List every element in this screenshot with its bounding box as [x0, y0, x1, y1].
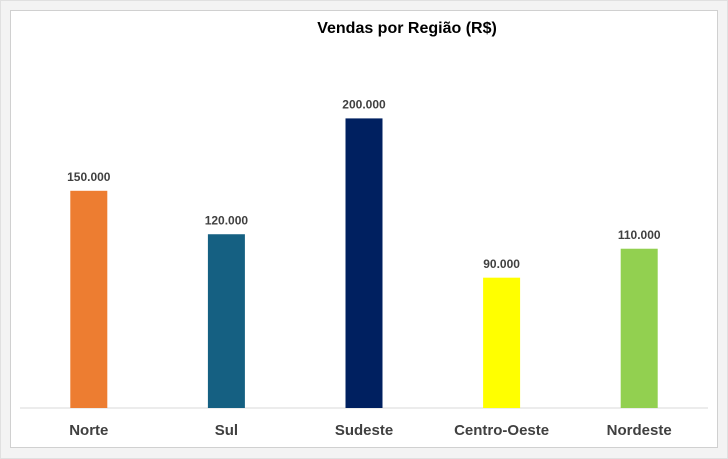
- bar: [345, 118, 383, 409]
- x-tick-label: Nordeste: [607, 422, 672, 439]
- bar: [207, 234, 245, 408]
- data-label: 120.000: [205, 213, 249, 227]
- x-tick-label: Norte: [69, 422, 108, 439]
- x-tick-label: Sul: [215, 422, 238, 439]
- chart-title: Vendas por Região (R$): [317, 20, 497, 37]
- data-label: 200.000: [342, 98, 386, 112]
- bar: [70, 190, 108, 408]
- data-label: 110.000: [618, 228, 661, 242]
- bar: [483, 277, 521, 408]
- x-tick-label: Sudeste: [335, 422, 393, 439]
- data-label: 90.000: [483, 257, 520, 271]
- x-tick-label: Centro-Oeste: [454, 422, 549, 439]
- data-label: 150.000: [67, 170, 111, 184]
- bar: [620, 248, 658, 408]
